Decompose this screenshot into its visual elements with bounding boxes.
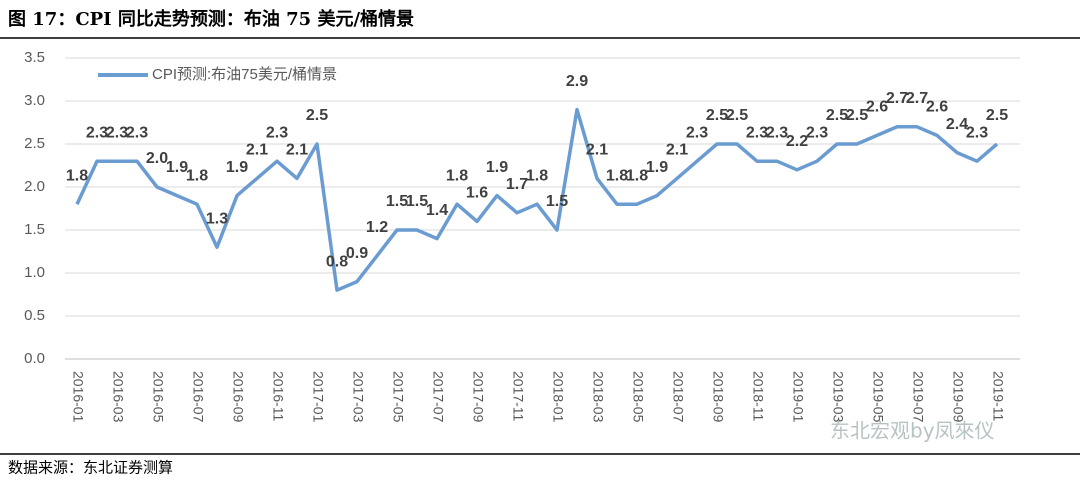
data-label: 2.2	[786, 133, 808, 150]
x-tick-label: 2016-07	[190, 371, 206, 423]
y-tick-label: 3.0	[24, 92, 45, 109]
data-label: 2.0	[146, 150, 168, 167]
x-tick-label: 2017-07	[430, 371, 446, 423]
data-label: 2.5	[846, 107, 868, 124]
x-tick-label: 2019-01	[790, 371, 806, 423]
data-label: 2.6	[926, 99, 948, 116]
y-tick-label: 2.0	[24, 178, 45, 195]
x-tick-label: 2018-03	[590, 371, 606, 423]
y-tick-label: 0.0	[24, 350, 45, 367]
data-label: 2.5	[826, 107, 848, 124]
x-tick-label: 2016-11	[270, 371, 286, 422]
x-tick-label: 2016-01	[70, 371, 86, 423]
data-label: 2.7	[886, 90, 908, 107]
y-tick-label: 1.5	[24, 221, 45, 238]
data-label: 2.1	[246, 142, 268, 159]
y-tick-label: 3.5	[24, 49, 45, 66]
legend-label: CPI预测:布油75美元/桶情景	[152, 66, 337, 83]
x-tick-label: 2017-09	[470, 371, 486, 423]
y-tick-label: 0.5	[24, 307, 45, 324]
data-label: 2.3	[126, 124, 148, 141]
x-tick-label: 2017-11	[510, 371, 526, 422]
data-label: 2.9	[566, 73, 588, 90]
data-label: 1.9	[646, 159, 668, 176]
x-tick-label: 2019-11	[990, 371, 1006, 422]
data-label: 2.1	[286, 142, 308, 159]
data-label: 1.3	[206, 210, 228, 227]
x-tick-label: 2016-05	[150, 371, 166, 423]
data-label: 1.9	[226, 159, 248, 176]
data-label: 2.5	[706, 107, 728, 124]
data-label: 2.6	[866, 99, 888, 116]
source: 数据来源：东北证券测算	[8, 459, 173, 477]
data-label: 2.7	[906, 90, 928, 107]
data-label: 1.9	[166, 159, 188, 176]
data-label: 1.8	[186, 167, 208, 184]
data-label: 1.5	[546, 193, 568, 210]
data-label: 1.5	[386, 193, 408, 210]
x-tick-label: 2017-01	[310, 371, 326, 423]
data-label: 2.3	[746, 124, 768, 141]
x-tick-label: 2018-09	[710, 371, 726, 423]
y-tick-label: 2.5	[24, 135, 45, 152]
data-label: 1.4	[426, 202, 448, 219]
x-tick-label: 2018-07	[670, 371, 686, 423]
data-label: 1.7	[506, 176, 528, 193]
data-label: 1.9	[486, 159, 508, 176]
x-tick-label: 2018-11	[750, 371, 766, 422]
data-label: 1.2	[366, 219, 388, 236]
x-tick-label: 2016-03	[110, 371, 126, 423]
data-label: 2.3	[766, 124, 788, 141]
x-tick-label: 2016-09	[230, 371, 246, 423]
data-label: 1.8	[446, 167, 468, 184]
data-label: 2.3	[86, 124, 108, 141]
data-label: 0.9	[346, 245, 368, 262]
watermark: 东北宏观by凤來仪	[830, 419, 995, 443]
data-label: 2.5	[986, 107, 1008, 124]
data-label: 2.3	[686, 124, 708, 141]
x-tick-label: 2019-03	[830, 371, 846, 423]
chart-title: 图 17：CPI 同比走势预测：布油 75 美元/桶情景	[8, 8, 414, 30]
data-label: 2.3	[966, 124, 988, 141]
y-tick-label: 1.0	[24, 264, 45, 281]
data-label: 2.3	[106, 124, 128, 141]
data-label: 1.8	[606, 167, 628, 184]
x-tick-label: 2019-07	[910, 371, 926, 423]
x-tick-label: 2017-05	[390, 371, 406, 423]
data-label: 2.4	[946, 116, 968, 133]
x-tick-label: 2019-09	[950, 371, 966, 423]
data-label: 2.5	[306, 107, 328, 124]
x-tick-label: 2018-01	[550, 371, 566, 423]
x-tick-label: 2017-03	[350, 371, 366, 423]
data-label: 2.1	[586, 142, 608, 159]
data-label: 2.3	[266, 124, 288, 141]
data-label: 0.8	[326, 253, 348, 270]
data-label: 2.5	[726, 107, 748, 124]
x-tick-label: 2019-05	[870, 371, 886, 423]
data-label: 1.5	[406, 193, 428, 210]
data-label: 1.8	[626, 167, 648, 184]
data-label: 2.1	[666, 142, 688, 159]
data-label: 2.3	[806, 124, 828, 141]
data-label: 1.6	[466, 185, 488, 202]
x-tick-label: 2018-05	[630, 371, 646, 423]
data-line	[75, 107, 999, 292]
data-label: 1.8	[526, 167, 548, 184]
data-label: 1.8	[66, 167, 88, 184]
